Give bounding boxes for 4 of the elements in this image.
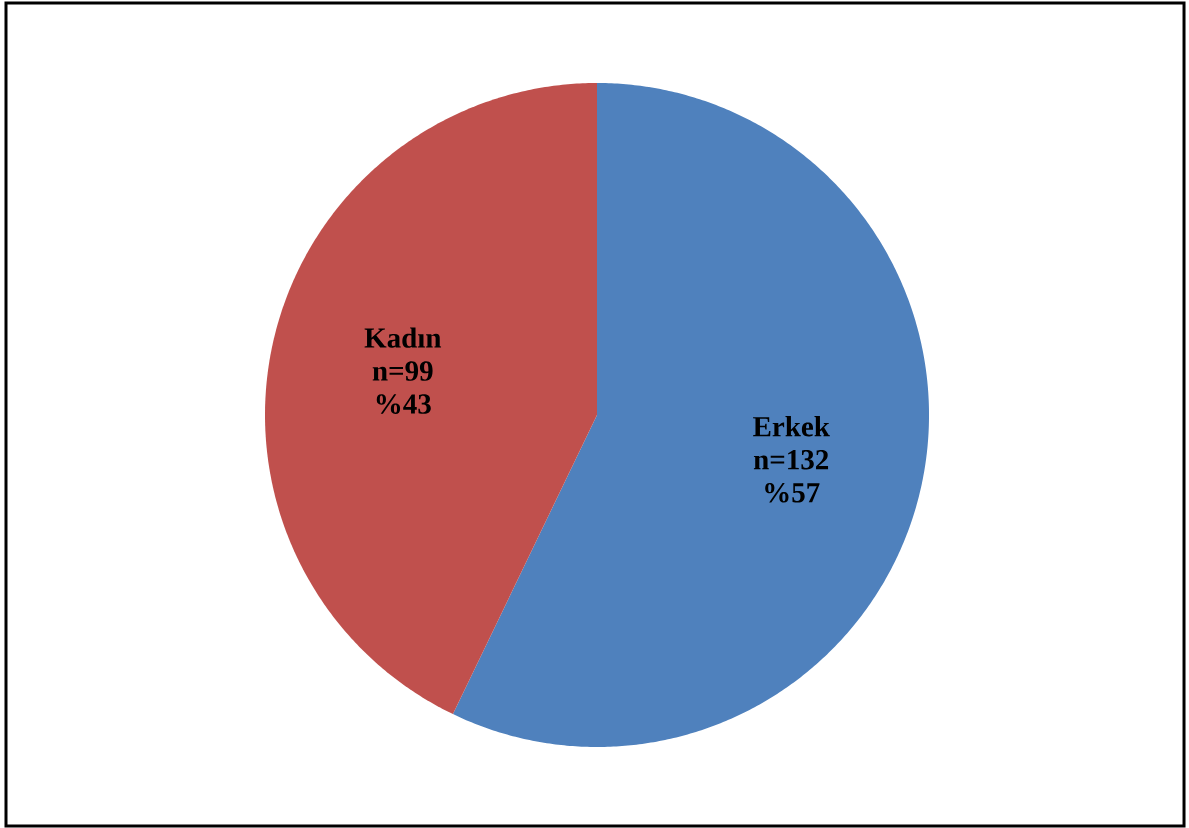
data-label: n=99 %43 (372, 361, 433, 414)
data-label: n=132 %57 (753, 449, 829, 503)
slice-label: Kadın (364, 327, 442, 348)
slice-label: Erkek (753, 416, 830, 437)
